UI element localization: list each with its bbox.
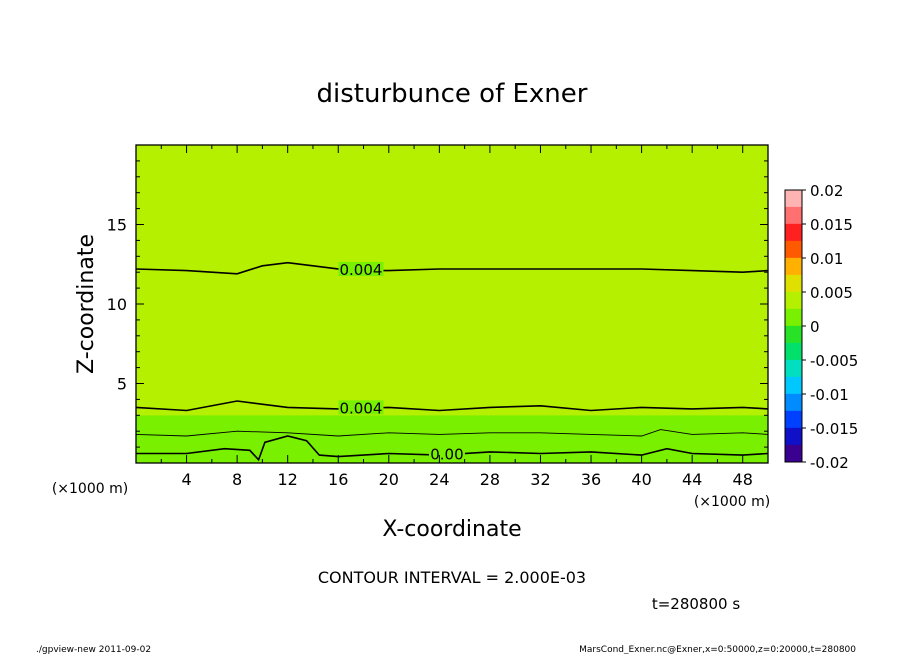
contour-line bbox=[135, 261, 769, 275]
colorbar-swatch bbox=[784, 257, 803, 276]
contour-label-bg bbox=[428, 446, 465, 461]
colorbar-swatch bbox=[784, 274, 803, 293]
colorbar-tick-label: 0.005 bbox=[810, 284, 853, 302]
colorbar-swatch bbox=[784, 223, 803, 242]
contour-interval-text: CONTOUR INTERVAL = 2.000E-03 bbox=[318, 568, 586, 587]
colorbar-swatch bbox=[784, 393, 803, 412]
colorbar-tick-label: -0.015 bbox=[810, 420, 858, 438]
y-tick-label: 15 bbox=[107, 216, 127, 235]
field-band bbox=[136, 272, 768, 336]
footer-right: MarsCond_Exner.nc@Exner,x=0:50000,z=0:20… bbox=[579, 645, 856, 654]
colorbar-swatch bbox=[784, 376, 803, 395]
x-tick-label: 40 bbox=[631, 470, 651, 489]
field-band bbox=[136, 145, 768, 193]
x-tick-label: 24 bbox=[429, 470, 449, 489]
colorbar: 0.02 0.015 0.01 0.005 0 -0.005 -0.01 -0.015 -0.0… bbox=[784, 182, 858, 472]
field-band bbox=[136, 415, 768, 432]
x-tick-label: 44 bbox=[682, 470, 702, 489]
contour-field bbox=[136, 145, 768, 463]
contour-line bbox=[136, 435, 769, 462]
contour-label-bg bbox=[338, 262, 384, 277]
contour-label: 0.00 bbox=[430, 445, 463, 463]
contour-line bbox=[135, 429, 769, 437]
colorbar-tick-label: 0.015 bbox=[810, 216, 853, 234]
colorbar-swatch bbox=[784, 342, 803, 361]
y-unit-label: (×1000 m) bbox=[52, 481, 128, 497]
x-tick-label: 12 bbox=[278, 470, 298, 489]
field-band bbox=[136, 192, 768, 273]
chart-title: disturbunce of Exner bbox=[317, 79, 588, 109]
footer-left: ./gpview-new 2011-09-02 bbox=[36, 645, 151, 654]
field-band bbox=[136, 335, 768, 368]
field-band bbox=[136, 399, 768, 416]
colorbar-swatch bbox=[784, 325, 803, 344]
time-text: t=280800 s bbox=[652, 595, 740, 613]
contour-label-bg bbox=[338, 400, 384, 415]
x-tick-label: 16 bbox=[328, 470, 348, 489]
y-axis: 5 10 15 bbox=[107, 160, 768, 448]
colorbar-swatch bbox=[784, 410, 803, 429]
y-axis-title: Z-coordinate bbox=[74, 234, 99, 374]
colorbar-tick-label: -0.005 bbox=[810, 352, 858, 370]
colorbar-swatch bbox=[784, 444, 803, 463]
colorbar-swatch bbox=[784, 206, 803, 225]
colorbar-tick-label: -0.01 bbox=[810, 386, 849, 404]
x-axis-title: X-coordinate bbox=[382, 517, 521, 542]
contour-lines: 0.004 0.004 0.00 bbox=[135, 261, 769, 463]
colorbar-swatch bbox=[784, 291, 803, 310]
colorbar-tick-label: 0.01 bbox=[810, 250, 843, 268]
y-tick-label: 5 bbox=[117, 375, 127, 394]
field-band bbox=[136, 367, 768, 400]
colorbar-tick-label: -0.02 bbox=[810, 454, 849, 472]
colorbar-tick-label: 0 bbox=[810, 318, 820, 336]
colorbar-swatch bbox=[784, 308, 803, 327]
colorbar-tick-label: 0.02 bbox=[810, 182, 843, 200]
colorbar-swatch bbox=[784, 427, 803, 446]
x-tick-label: 36 bbox=[581, 470, 601, 489]
x-axis: 4 8 12 16 20 24 28 32 36 40 44 48 bbox=[160, 145, 769, 489]
contour-line bbox=[135, 400, 769, 412]
x-tick-label: 32 bbox=[530, 470, 550, 489]
x-tick-label: 28 bbox=[480, 470, 500, 489]
x-tick-label: 20 bbox=[379, 470, 399, 489]
x-unit-label: (×1000 m) bbox=[694, 494, 770, 510]
colorbar-swatch bbox=[784, 359, 803, 378]
x-tick-label: 8 bbox=[232, 470, 242, 489]
contour-label: 0.004 bbox=[340, 399, 383, 417]
x-tick-label: 48 bbox=[733, 470, 753, 489]
y-tick-label: 10 bbox=[107, 295, 127, 314]
colorbar-swatch bbox=[784, 189, 803, 208]
x-tick-label: 4 bbox=[181, 470, 191, 489]
colorbar-swatch bbox=[784, 240, 803, 259]
contour-label: 0.004 bbox=[340, 261, 383, 279]
